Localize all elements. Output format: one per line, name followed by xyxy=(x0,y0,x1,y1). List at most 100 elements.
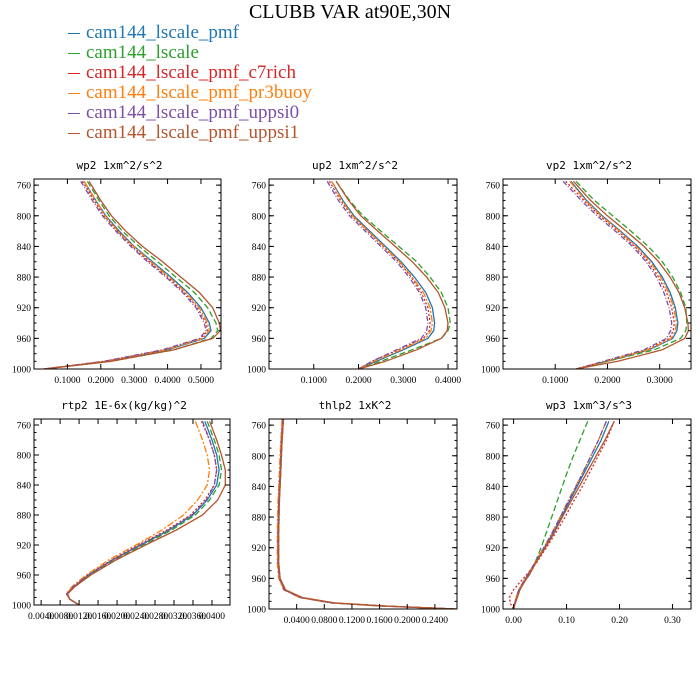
y-tick-label: 800 xyxy=(17,212,32,222)
series-line-cam144_lscale_pmf xyxy=(331,180,436,369)
x-tick-label: 0.0400 xyxy=(199,612,225,622)
legend-swatch xyxy=(68,113,80,115)
series-line-cam144_lscale_pmf_uppsi0 xyxy=(562,180,673,369)
y-tick-label: 960 xyxy=(252,335,267,345)
panel-frame xyxy=(268,178,458,370)
x-tick-label: 0.5000 xyxy=(188,376,214,386)
x-tick-label: 0.0120 xyxy=(66,612,92,622)
series-line-cam144_lscale_pmf_pr3buoy xyxy=(331,180,434,369)
legend-label: cam144_lscale xyxy=(86,42,199,63)
x-tick-label: 0.0800 xyxy=(311,616,337,626)
x-tick-label: 0.0240 xyxy=(123,612,149,622)
y-tick-label: 960 xyxy=(17,335,32,345)
panel-frame xyxy=(268,418,458,610)
series-line-cam144_lscale_pmf_c7rich xyxy=(277,419,456,609)
series-line-cam144_lscale_pmf_uppsi1 xyxy=(43,180,221,369)
x-tick-label: 0.3000 xyxy=(390,376,416,386)
y-tick-label: 800 xyxy=(17,452,32,462)
series-line-cam144_lscale_pmf_c7rich xyxy=(43,180,209,369)
y-tick-label: 840 xyxy=(486,243,501,253)
y-tick-label: 760 xyxy=(252,182,267,192)
y-tick-label: 1000 xyxy=(481,606,500,616)
x-tick-label: 0.1600 xyxy=(367,616,393,626)
legend-entry-cam144_lscale_pmf_pr3buoy: cam144_lscale_pmf_pr3buoy xyxy=(68,83,312,103)
series-line-cam144_lscale xyxy=(66,421,223,605)
panel-frame xyxy=(33,178,222,370)
x-tick-label: 0.10 xyxy=(558,616,575,626)
y-tick-label: 880 xyxy=(17,274,32,284)
panel-frame xyxy=(502,418,692,610)
y-tick-label: 1000 xyxy=(247,366,266,376)
y-tick-label: 960 xyxy=(486,575,501,585)
x-tick-label: 0.0080 xyxy=(47,612,73,622)
x-tick-label: 0.1000 xyxy=(301,376,327,386)
y-tick-label: 760 xyxy=(17,422,32,432)
y-tick-label: 880 xyxy=(252,514,267,524)
y-tick-label: 840 xyxy=(252,243,267,253)
series-line-cam144_lscale_pmf_uppsi0 xyxy=(512,421,607,609)
legend-swatch xyxy=(68,73,80,75)
legend-entry-cam144_lscale_pmf_uppsi0: cam144_lscale_pmf_uppsi0 xyxy=(68,103,312,123)
panel-title: up2 1xm^2/s^2 xyxy=(312,159,398,172)
y-tick-label: 920 xyxy=(486,304,501,314)
y-tick-label: 920 xyxy=(17,304,32,314)
y-tick-label: 800 xyxy=(486,212,501,222)
panel-title: wp3 1xm^3/s^3 xyxy=(546,399,632,412)
y-tick-label: 960 xyxy=(17,572,32,582)
panel-2: up2 1xm^2/s^2 760 800 840 880 920 960 1000 0.100… xyxy=(247,159,461,386)
x-tick-label: 0.0280 xyxy=(142,612,168,622)
panel-1: wp2 1xm^2/s^2 760 800 840 880 920 960 1000 0.100… xyxy=(12,159,222,386)
y-tick-label: 760 xyxy=(486,182,501,192)
series-line-cam144_lscale_pmf_pr3buoy xyxy=(43,180,211,369)
x-tick-label: 0.0160 xyxy=(85,612,111,622)
y-tick-label: 920 xyxy=(17,542,32,552)
y-tick-label: 840 xyxy=(17,482,32,492)
x-tick-label: 0.2000 xyxy=(88,376,114,386)
x-tick-label: 0.3000 xyxy=(647,376,673,386)
series-line-cam144_lscale_pmf_uppsi1 xyxy=(278,419,456,609)
y-tick-label: 920 xyxy=(252,304,267,314)
y-tick-label: 1000 xyxy=(12,602,31,612)
legend-label: cam144_lscale_pmf xyxy=(86,22,240,43)
y-tick-label: 1000 xyxy=(12,366,31,376)
series-line-cam144_lscale_pmf_uppsi1 xyxy=(573,180,690,369)
series-line-cam144_lscale_pmf xyxy=(43,180,212,369)
legend-swatch xyxy=(68,133,80,135)
y-tick-label: 840 xyxy=(17,243,32,253)
series-group xyxy=(276,419,456,609)
series-group xyxy=(562,180,690,369)
y-tick-label: 880 xyxy=(17,512,32,522)
x-tick-label: 0.1000 xyxy=(54,376,80,386)
y-tick-label: 920 xyxy=(486,544,501,554)
series-line-cam144_lscale xyxy=(278,419,456,609)
series-line-cam144_lscale_pmf_uppsi1 xyxy=(512,421,615,609)
y-tick-label: 1000 xyxy=(481,366,500,376)
series-line-cam144_lscale_pmf_c7rich xyxy=(328,180,431,369)
panel-4: rtp2 1E-6x(kg/kg)^2 760 800 840 880 920 960 100… xyxy=(12,399,231,622)
y-tick-label: 760 xyxy=(252,422,267,432)
x-tick-label: 0.0040 xyxy=(28,612,54,622)
series-group xyxy=(326,180,451,369)
x-tick-label: 0.0200 xyxy=(104,612,130,622)
legend: cam144_lscale_pmf cam144_lscale cam144_l… xyxy=(68,23,312,143)
y-tick-label: 760 xyxy=(17,182,32,192)
panel-frame xyxy=(502,178,692,370)
panel-title: thlp2 1xK^2 xyxy=(319,399,392,412)
series-line-cam144_lscale_pmf_c7rich xyxy=(508,421,615,609)
y-tick-label: 760 xyxy=(486,422,501,432)
series-line-cam144_lscale_pmf_uppsi1 xyxy=(66,421,226,605)
series-line-cam144_lscale xyxy=(335,180,451,369)
legend-entry-cam144_lscale_pmf: cam144_lscale_pmf xyxy=(68,23,312,43)
y-tick-label: 960 xyxy=(252,575,267,585)
legend-label: cam144_lscale_pmf_uppsi1 xyxy=(86,122,300,143)
y-tick-label: 960 xyxy=(486,335,501,345)
series-line-cam144_lscale_pmf_uppsi0 xyxy=(326,180,429,369)
y-tick-label: 880 xyxy=(486,274,501,284)
y-tick-label: 920 xyxy=(252,544,267,554)
legend-swatch xyxy=(68,93,80,95)
y-tick-label: 800 xyxy=(252,452,267,462)
panel-title: rtp2 1E-6x(kg/kg)^2 xyxy=(61,399,187,412)
x-tick-label: 0.4000 xyxy=(435,376,461,386)
series-group xyxy=(65,421,226,605)
